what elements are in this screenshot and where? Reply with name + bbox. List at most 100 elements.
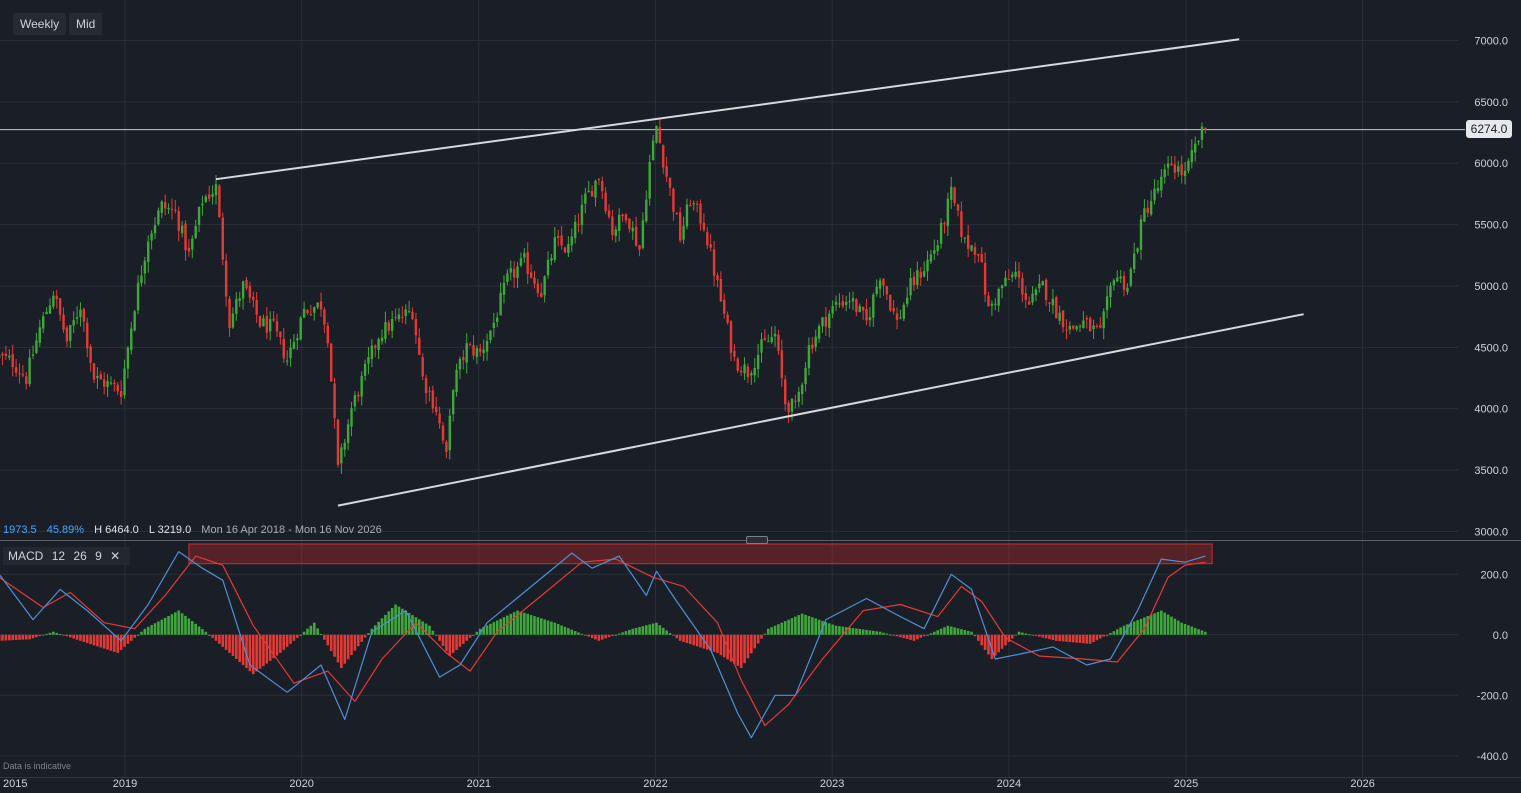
candle-body bbox=[289, 347, 292, 359]
candle-body bbox=[1099, 325, 1102, 328]
macd-histogram-bar bbox=[157, 621, 160, 635]
candle-body bbox=[638, 245, 641, 250]
price-axis-tick-label: 5500.0 bbox=[1474, 220, 1508, 232]
macd-histogram-bar bbox=[648, 624, 651, 635]
macd-histogram-bar bbox=[231, 634, 235, 656]
candle-body bbox=[529, 272, 533, 278]
candle-body bbox=[499, 292, 502, 316]
macd-histogram-bar bbox=[258, 634, 262, 669]
candle-body bbox=[407, 311, 411, 313]
candle-body bbox=[343, 442, 346, 450]
candle-body bbox=[1204, 127, 1207, 130]
candle-body bbox=[814, 336, 817, 347]
macd-histogram-bar bbox=[1071, 634, 1075, 643]
macd-histogram-bar bbox=[888, 634, 892, 636]
candle-body bbox=[1153, 188, 1156, 201]
macd-histogram-bar bbox=[838, 626, 841, 635]
candle-body bbox=[482, 349, 485, 353]
macd-histogram-bar bbox=[1099, 634, 1102, 639]
macd-histogram-bar bbox=[1136, 620, 1139, 635]
candle-body bbox=[767, 341, 770, 343]
candle-body bbox=[946, 198, 950, 227]
macd-histogram-bar bbox=[556, 624, 560, 635]
macd-histogram-bar bbox=[943, 627, 946, 635]
macd-histogram-bar bbox=[827, 623, 831, 635]
candle-body bbox=[468, 344, 472, 346]
candle-body bbox=[387, 322, 390, 331]
candle-body bbox=[496, 317, 499, 322]
pane-splitter-handle[interactable] bbox=[746, 536, 768, 544]
candle-body bbox=[241, 281, 245, 299]
time-axis-tick-label: 2023 bbox=[820, 778, 844, 790]
macd-histogram-bar bbox=[1153, 613, 1156, 635]
candle-body bbox=[526, 252, 529, 274]
price-axis-tick-label: 7000.0 bbox=[1474, 36, 1508, 48]
candle-body bbox=[848, 301, 851, 303]
candle-body bbox=[695, 203, 699, 205]
macd-histogram-bar bbox=[617, 633, 621, 635]
interval-button[interactable]: Weekly bbox=[13, 13, 67, 35]
macd-histogram-bar bbox=[719, 634, 723, 656]
candle-body bbox=[431, 390, 435, 409]
candle-body bbox=[272, 318, 275, 321]
candle-body bbox=[645, 199, 648, 222]
macd-histogram-bar bbox=[434, 634, 438, 636]
macd-histogram-bar bbox=[977, 634, 980, 641]
candle-body bbox=[211, 193, 214, 197]
macd-histogram-bar bbox=[441, 634, 445, 646]
macd-histogram-bar bbox=[777, 624, 780, 635]
time-axis-tick-label: 2024 bbox=[997, 778, 1021, 790]
candle-body bbox=[729, 321, 733, 353]
candle-body bbox=[787, 402, 790, 413]
macd-histogram-bar bbox=[1048, 634, 1051, 640]
candle-body bbox=[28, 357, 31, 385]
candle-body bbox=[902, 304, 906, 319]
macd-histogram-bar bbox=[1017, 631, 1021, 635]
high-value: H 6464.0 bbox=[94, 524, 139, 536]
macd-histogram-bar bbox=[431, 630, 435, 635]
macd-histogram-bar bbox=[1119, 627, 1122, 635]
candle-body bbox=[326, 325, 330, 344]
candle-body bbox=[62, 314, 65, 330]
candle-body bbox=[851, 298, 855, 302]
macd-histogram-bar bbox=[394, 604, 397, 635]
macd-histogram-bar bbox=[814, 618, 818, 635]
candle-body bbox=[780, 350, 784, 378]
close-icon[interactable]: ✕ bbox=[110, 549, 121, 563]
candle-body bbox=[912, 276, 916, 285]
price-type-button[interactable]: Mid bbox=[69, 13, 103, 35]
macd-histogram-bar bbox=[309, 625, 313, 635]
macd-histogram-bar bbox=[560, 625, 563, 635]
macd-histogram-bar bbox=[346, 634, 350, 660]
candle-body bbox=[631, 227, 634, 232]
macd-legend[interactable]: MACD 12 26 9 ✕ bbox=[3, 547, 131, 565]
candle-body bbox=[939, 222, 943, 244]
macd-histogram-bar bbox=[756, 634, 760, 644]
macd-histogram-bar bbox=[611, 634, 614, 636]
candle-body bbox=[374, 345, 377, 348]
candle-body bbox=[435, 406, 438, 413]
candle-body bbox=[18, 373, 21, 375]
candle-body bbox=[665, 166, 668, 177]
candle-body bbox=[889, 295, 892, 311]
candle-body bbox=[492, 322, 496, 329]
macd-resistance-zone bbox=[188, 543, 1213, 565]
macd-histogram-bar bbox=[661, 627, 665, 635]
candle-body bbox=[1133, 253, 1136, 270]
macd-histogram-bar bbox=[760, 634, 763, 639]
macd-histogram-bar bbox=[228, 634, 231, 653]
candle-body bbox=[1095, 325, 1099, 327]
candle-body bbox=[252, 296, 255, 300]
candle-body bbox=[428, 391, 431, 393]
macd-histogram-bar bbox=[129, 634, 133, 641]
macd-histogram-bar bbox=[631, 628, 635, 635]
macd-histogram-bar bbox=[865, 629, 868, 635]
candle-body bbox=[309, 314, 313, 316]
macd-histogram-bar bbox=[197, 626, 201, 635]
macd-histogram-bar bbox=[702, 634, 706, 649]
macd-histogram-bar bbox=[397, 606, 401, 635]
macd-histogram-bar bbox=[106, 634, 109, 650]
candle-body bbox=[865, 308, 868, 321]
macd-histogram-bar bbox=[682, 634, 685, 642]
